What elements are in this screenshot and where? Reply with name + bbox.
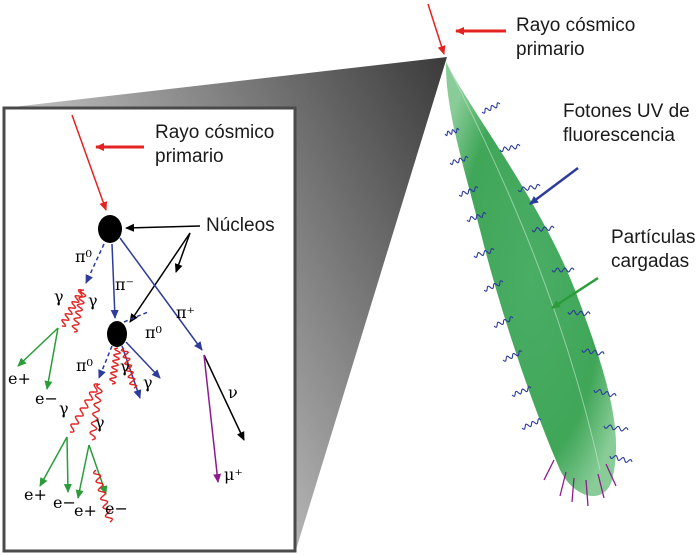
gamma-label-1: γ (54, 287, 64, 306)
uv-wave-3 (458, 186, 479, 197)
uv-wave-12 (499, 143, 521, 153)
e-plus-label-1: e+ (8, 369, 31, 388)
neutrino-label: ν (228, 383, 238, 402)
uv-wave-14 (531, 225, 555, 233)
uv-wave-19 (603, 424, 629, 432)
uv-wave-10 (521, 418, 542, 430)
shower-particle-track-3 (585, 479, 589, 507)
gamma-wave-5 (108, 347, 122, 385)
uv-wave-11 (481, 102, 501, 114)
uv-photons-label: Fotones UV de fluorescencia (563, 101, 695, 146)
inset-box (2, 106, 297, 553)
gamma-label-2: γ (88, 291, 98, 310)
pi-plus-track (119, 237, 203, 351)
pi0-c-label: π⁰ (145, 323, 162, 342)
uv-wave-13 (517, 183, 541, 193)
nucleus-mid (107, 321, 127, 347)
charged-particles-label: Partículas cargadas (611, 227, 696, 272)
primary-label-inset: Rayo cósmico primario (155, 122, 280, 167)
shower-particle-track-2 (571, 477, 575, 503)
shower-particle-track-4 (597, 473, 605, 499)
uv-wave-17 (581, 348, 605, 356)
uv-wave-15 (551, 267, 575, 273)
muon-label: μ⁺ (224, 465, 243, 484)
pi0-c-track (123, 311, 149, 323)
nuclei-label: Núcleos (206, 215, 275, 236)
pi-minus-label: π⁻ (115, 275, 134, 294)
uv-wave-6 (483, 280, 504, 292)
uv-photon-waves (444, 102, 633, 507)
e-minus-label-2: e− (53, 493, 76, 512)
pi0-a-track (85, 243, 105, 284)
gamma-label-3: γ (59, 399, 69, 418)
nucleus-top (98, 215, 122, 243)
uv-wave-18 (593, 389, 617, 397)
pi0-b-track (98, 345, 113, 379)
gamma-wave-6 (120, 347, 138, 389)
gamma-waves (61, 288, 138, 523)
uv-wave-2 (449, 155, 469, 166)
nuclei-arrow-1 (125, 223, 201, 232)
e-plus-label-3: e+ (74, 501, 97, 520)
charged-label-line1: Partículas (611, 227, 695, 248)
primary-label-inset-line1: Rayo cósmico (155, 122, 274, 143)
zoom-fan (4, 57, 447, 553)
uv-wave-4 (466, 212, 487, 222)
uv-wave-1 (444, 127, 460, 137)
pi-plus-label: π⁺ (176, 303, 195, 322)
e-minus-label-1: e− (35, 389, 58, 408)
neutrino-track (203, 354, 245, 441)
uv-wave-20 (609, 455, 633, 463)
primary-label-inset-line2: primario (155, 146, 224, 167)
uv-wave-16 (567, 309, 591, 317)
gamma-wave-2 (71, 289, 87, 333)
shower-particle-track-6 (543, 459, 555, 481)
uv-wave-5 (473, 248, 495, 258)
uv-photons-label-line1: Fotones UV de (563, 101, 690, 122)
muon-track (203, 354, 222, 483)
charged-label-line2: cargadas (611, 251, 689, 272)
nuclei-arrow-3 (129, 232, 191, 323)
air-shower (445, 62, 617, 497)
uv-wave-8 (502, 350, 523, 362)
gamma-wave-1 (61, 288, 83, 328)
primary-label-top-line2: primario (516, 39, 585, 60)
uv-wave-9 (511, 386, 532, 397)
pion-mid-2 (125, 341, 161, 379)
primary-ray-inset (71, 114, 108, 211)
gamma-label-5: γ (120, 357, 130, 376)
primary-label-top-line1: Rayo cósmico (516, 15, 635, 36)
primary-ray-top (427, 3, 446, 55)
uv-photons-label-line2: fluorescencia (563, 125, 675, 146)
primary-label-top: Rayo cósmico primario (516, 15, 641, 60)
gamma-wave-7 (92, 469, 114, 523)
shower-particle-track-5 (605, 463, 617, 487)
charged-particles-arrow (551, 276, 599, 310)
pi0-a-label: π⁰ (75, 247, 92, 266)
nuclei-arrow-2 (174, 232, 191, 273)
gamma-wave-4 (89, 383, 103, 441)
e-minus-label-3: e− (105, 499, 128, 518)
pi-minus-track (110, 243, 119, 319)
gamma-label-4: γ (95, 413, 105, 432)
uv-wave-7 (493, 316, 514, 328)
gamma-label-6: γ (143, 373, 153, 392)
uv-photons-arrow (529, 167, 579, 205)
gamma-wave-3 (69, 383, 99, 433)
shower-particle-track-1 (559, 471, 567, 497)
e-plus-label-2: e+ (24, 485, 47, 504)
pi0-b-label: π⁰ (76, 356, 93, 375)
electron-tracks (17, 327, 108, 499)
